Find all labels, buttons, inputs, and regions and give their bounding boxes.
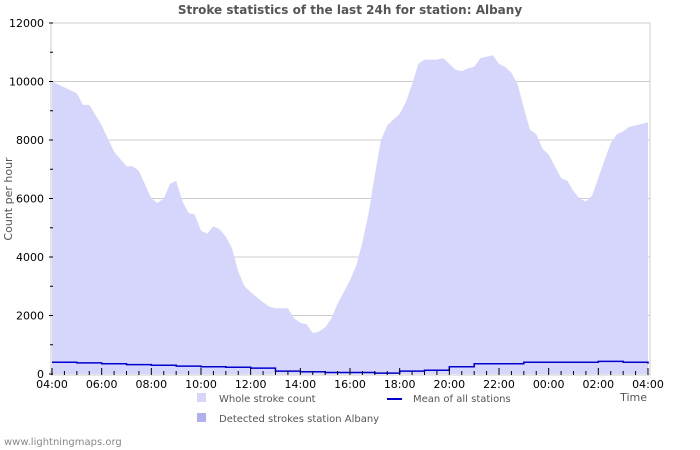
y-tick-label: 12000 [9, 17, 44, 30]
y-axis-ticks: 0 2000 4000 6000 8000 10000 12000 [9, 17, 53, 381]
x-tick-label: 12:00 [235, 378, 267, 391]
y-tick-label: 10000 [9, 76, 44, 89]
legend-label-mean: Mean of all stations [413, 394, 511, 405]
x-tick-label: 06:00 [86, 378, 118, 391]
x-tick-label: 18:00 [384, 378, 416, 391]
x-tick-label: 16:00 [334, 378, 366, 391]
whole-stroke-area [52, 55, 648, 374]
y-tick-label: 6000 [16, 193, 44, 206]
y-tick-label: 2000 [16, 310, 44, 323]
legend-swatch-whole [197, 393, 206, 402]
chart-title: Stroke statistics of the last 24h for st… [177, 3, 523, 17]
y-tick-label: 0 [37, 368, 44, 381]
x-axis-ticks: 04:00 06:00 08:00 10:00 12:00 14:00 16:00 18:00… [36, 368, 664, 391]
x-tick-label: 00:00 [533, 378, 565, 391]
x-tick-label: 10:00 [185, 378, 217, 391]
legend-label-whole: Whole stroke count [219, 394, 316, 405]
x-tick-label: 04:00 [632, 378, 664, 391]
y-axis-title: Count per hour [2, 157, 15, 241]
x-tick-label: 22:00 [483, 378, 515, 391]
x-axis-title: Time [619, 391, 647, 404]
y-tick-label: 4000 [16, 251, 44, 264]
legend-label-detected: Detected strokes station Albany [219, 414, 379, 425]
x-tick-label: 02:00 [582, 378, 614, 391]
whole-stroke-area-path [52, 55, 648, 374]
x-tick-label: 14:00 [284, 378, 316, 391]
legend-swatch-detected [197, 413, 206, 422]
x-tick-label: 20:00 [433, 378, 465, 391]
watermark: www.lightningmaps.org [4, 437, 122, 448]
legend: Whole stroke count Detected strokes stat… [197, 393, 511, 425]
x-tick-label: 04:00 [36, 378, 68, 391]
x-tick-label: 08:00 [135, 378, 167, 391]
y-tick-label: 8000 [16, 134, 44, 147]
